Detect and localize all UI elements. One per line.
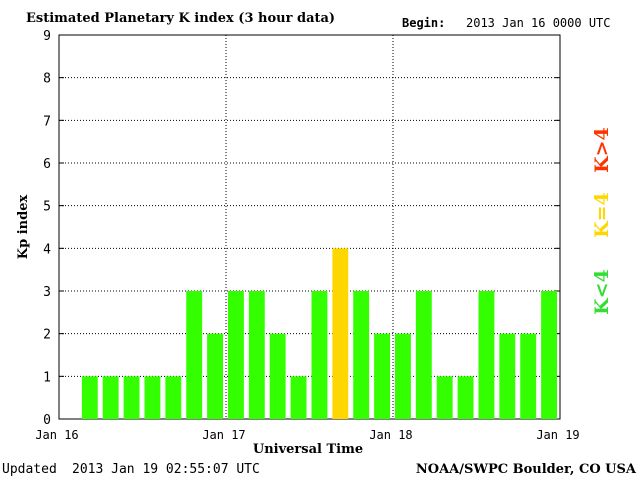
kp-bar xyxy=(165,376,182,419)
plot-frame xyxy=(58,34,561,420)
kp-bar xyxy=(478,291,495,419)
chart-title: Estimated Planetary K index (3 hour data… xyxy=(26,11,335,26)
kp-bar xyxy=(374,333,390,419)
y-tick-label: 6 xyxy=(43,157,51,172)
y-tick-label: 1 xyxy=(43,370,51,385)
kp-bar xyxy=(81,376,98,419)
kp-bar xyxy=(499,333,516,419)
y-tick-label: 4 xyxy=(43,242,51,257)
y-tick-label: 3 xyxy=(43,285,51,300)
kp-bar xyxy=(457,376,474,419)
updated-value: 2013 Jan 19 02:55:07 UTC xyxy=(72,462,260,477)
kp-bar xyxy=(248,291,265,419)
x-axis-label: Universal Time xyxy=(253,442,363,457)
kp-bar xyxy=(520,333,537,419)
kp-bar xyxy=(311,291,328,419)
legend-equal4: K=4 xyxy=(591,192,613,238)
kp-bar xyxy=(102,376,119,419)
begin-value: 2013 Jan 16 0000 UTC xyxy=(466,16,611,30)
y-tick-label: 2 xyxy=(43,328,51,343)
x-tick-label: Jan 17 xyxy=(202,428,245,442)
kp-bar xyxy=(436,376,453,419)
y-tick-label: 9 xyxy=(43,29,51,44)
x-tick-label: Jan 18 xyxy=(369,428,412,442)
y-tick-label: 7 xyxy=(43,114,51,129)
kp-bar xyxy=(186,291,203,419)
kp-bar xyxy=(353,291,370,419)
kp-bar xyxy=(541,291,557,419)
x-tick-label: Jan 16 xyxy=(35,428,78,442)
kp-bar xyxy=(415,291,432,419)
kp-bar xyxy=(269,333,286,419)
kp-bar xyxy=(144,376,161,419)
updated-label: Updated xyxy=(2,462,57,477)
x-tick-label: Jan 19 xyxy=(536,428,579,442)
kp-bar xyxy=(290,376,307,419)
kp-bar xyxy=(395,333,411,419)
kp-bar xyxy=(332,248,349,419)
kp-bar xyxy=(228,291,244,419)
y-tick-label: 8 xyxy=(43,72,51,87)
y-tick-label: 5 xyxy=(43,200,51,215)
kp-bar xyxy=(207,333,223,419)
plot-area: 0 1 2 3 4 5 6 7 8 9 Jan 16 Jan 17 Jan 18 Jan 19 xyxy=(35,29,579,442)
legend-above4: K>4 xyxy=(591,127,613,173)
kp-bar xyxy=(123,376,140,419)
legend-below4: K<4 xyxy=(591,269,613,315)
source-credit: NOAA/SWPC Boulder, CO USA xyxy=(416,462,637,477)
begin-label: Begin: xyxy=(402,16,445,30)
y-axis-label: Kp index xyxy=(16,195,31,260)
y-tick-label: 0 xyxy=(43,413,51,428)
